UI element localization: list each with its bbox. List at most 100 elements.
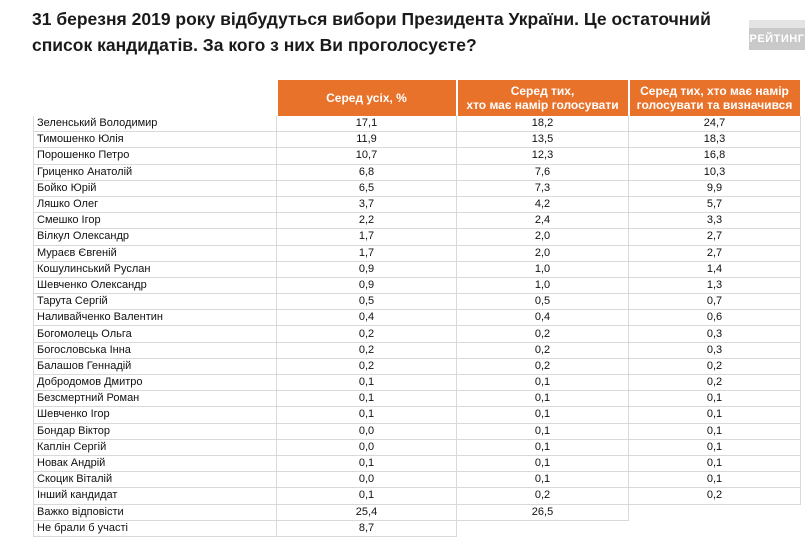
value-voters-cell: 12,3	[456, 147, 629, 165]
table-row: Тарута Сергій 0,5 0,5 0,7	[33, 293, 801, 311]
candidate-name-cell: Бойко Юрій	[33, 180, 277, 197]
value-all-cell: 2,2	[276, 212, 457, 230]
value-voters-cell: 0,1	[456, 455, 629, 473]
value-decided-cell: 0,2	[628, 374, 801, 392]
column-header-voters-line2: хто має намір голосувати	[466, 98, 619, 112]
title-line-2: список кандидатів. За кого з них Ви прог…	[32, 35, 477, 55]
value-decided-cell: 0,1	[628, 439, 801, 456]
value-decided-cell: 0,3	[628, 342, 801, 359]
table-row: Скоцик Віталій 0,0 0,1 0,1	[33, 471, 801, 489]
candidate-name-cell: Тарута Сергій	[33, 293, 277, 311]
table-row: Гриценко Анатолій 6,8 7,6 10,3	[33, 164, 801, 181]
value-all-cell: 25,4	[276, 504, 457, 521]
candidate-name-cell: Каплін Сергій	[33, 439, 277, 456]
value-all-cell: 1,7	[276, 245, 457, 262]
candidate-name-cell: Наливайченко Валентин	[33, 309, 277, 327]
column-header-decided: Серед тих, хто має намір голосувати та в…	[627, 80, 802, 116]
value-decided-cell: 0,1	[628, 390, 801, 408]
value-all-cell: 0,2	[276, 342, 457, 359]
candidate-name-cell: Шевченко Ігор	[33, 406, 277, 424]
candidate-name-cell: Порошенко Петро	[33, 147, 277, 165]
value-all-cell: 0,0	[276, 439, 457, 456]
value-decided-cell: 18,3	[628, 131, 801, 149]
table-row: Мураєв Євгеній 1,7 2,0 2,7	[33, 245, 801, 262]
value-voters-cell: 0,1	[456, 374, 629, 392]
results-table: Серед усіх, % Серед тих, хто має намір г…	[33, 80, 802, 537]
value-all-cell: 0,0	[276, 471, 457, 489]
value-decided-cell	[629, 504, 801, 520]
column-header-decided-line2: голосувати та визначився	[636, 98, 793, 112]
table-row: Шевченко Олександр 0,9 1,0 1,3	[33, 277, 801, 295]
candidate-name-cell: Богословська Інна	[33, 342, 277, 359]
value-voters-cell: 7,3	[456, 180, 629, 197]
column-header-voters: Серед тих, хто має намір голосувати	[455, 80, 630, 116]
value-voters-cell: 13,5	[456, 131, 629, 149]
value-all-cell: 0,0	[276, 423, 457, 440]
value-all-cell: 0,1	[276, 406, 457, 424]
value-all-cell: 0,1	[276, 374, 457, 392]
value-voters-cell	[457, 520, 629, 536]
table-row: Кошулинський Руслан 0,9 1,0 1,4	[33, 261, 801, 278]
candidate-name-cell: Важко відповісти	[33, 504, 277, 521]
value-voters-cell: 0,1	[456, 423, 629, 440]
value-voters-cell: 0,2	[456, 325, 629, 343]
value-decided-cell: 0,3	[628, 325, 801, 343]
value-voters-cell: 26,5	[456, 504, 629, 521]
value-decided-cell: 0,2	[628, 358, 801, 376]
value-decided-cell: 1,4	[628, 261, 801, 278]
column-header-all-label: Серед усіх, %	[326, 91, 407, 105]
value-decided-cell: 9,9	[628, 180, 801, 197]
table-row: Смешко Ігор 2,2 2,4 3,3	[33, 212, 801, 230]
column-header-voters-line1: Серед тих,	[510, 84, 575, 98]
value-voters-cell: 4,2	[456, 196, 629, 214]
value-decided-cell: 1,3	[628, 277, 801, 295]
value-voters-cell: 0,1	[456, 406, 629, 424]
value-all-cell: 11,9	[276, 131, 457, 149]
value-all-cell: 0,9	[276, 261, 457, 278]
table-row: Богословська Інна 0,2 0,2 0,3	[33, 342, 801, 359]
candidate-name-cell: Добродомов Дмитро	[33, 374, 277, 392]
table-row: Каплін Сергій 0,0 0,1 0,1	[33, 439, 801, 456]
candidate-name-cell: Зеленський Володимир	[33, 116, 277, 133]
value-voters-cell: 0,4	[456, 309, 629, 327]
value-decided-cell: 24,7	[628, 116, 801, 133]
value-all-cell: 3,7	[276, 196, 457, 214]
value-all-cell: 0,1	[276, 487, 457, 505]
value-all-cell: 0,2	[276, 358, 457, 376]
value-decided-cell: 0,1	[628, 471, 801, 489]
table-row: Наливайченко Валентин 0,4 0,4 0,6	[33, 309, 801, 327]
value-voters-cell: 7,6	[456, 164, 629, 181]
table-row: Ляшко Олег 3,7 4,2 5,7	[33, 196, 801, 214]
value-all-cell: 0,1	[276, 390, 457, 408]
candidate-name-cell: Безсмертний Роман	[33, 390, 277, 408]
table-row: Бондар Віктор 0,0 0,1 0,1	[33, 423, 801, 440]
value-voters-cell: 0,1	[456, 390, 629, 408]
value-voters-cell: 1,0	[456, 261, 629, 278]
value-all-cell: 6,8	[276, 164, 457, 181]
candidate-name-cell: Богомолець Ольга	[33, 325, 277, 343]
table-row: Не брали б участі 8,7	[33, 520, 801, 537]
candidate-name-cell: Смешко Ігор	[33, 212, 277, 230]
table-row: Порошенко Петро 10,7 12,3 16,8	[33, 147, 801, 165]
value-all-cell: 6,5	[276, 180, 457, 197]
column-header-all: Серед усіх, %	[275, 80, 458, 116]
value-decided-cell	[629, 520, 801, 536]
header-blank-cell	[34, 80, 277, 116]
value-decided-cell: 0,6	[628, 309, 801, 327]
table-row: Вілкул Олександр 1,7 2,0 2,7	[33, 228, 801, 246]
table-row: Зеленський Володимир 17,1 18,2 24,7	[33, 116, 801, 133]
value-decided-cell: 3,3	[628, 212, 801, 230]
value-all-cell: 1,7	[276, 228, 457, 246]
value-decided-cell: 0,2	[628, 487, 801, 505]
value-decided-cell: 0,7	[628, 293, 801, 311]
candidate-name-cell: Балашов Геннадій	[33, 358, 277, 376]
table-body: Зеленський Володимир 17,1 18,2 24,7 Тимошенк…	[33, 116, 801, 537]
value-all-cell: 0,5	[276, 293, 457, 311]
value-decided-cell: 2,7	[628, 245, 801, 262]
value-all-cell: 0,2	[276, 325, 457, 343]
value-decided-cell: 10,3	[628, 164, 801, 181]
value-all-cell: 0,4	[276, 309, 457, 327]
candidate-name-cell: Тимошенко Юлія	[33, 131, 277, 149]
candidate-name-cell: Скоцик Віталій	[33, 471, 277, 489]
table-row: Богомолець Ольга 0,2 0,2 0,3	[33, 325, 801, 343]
